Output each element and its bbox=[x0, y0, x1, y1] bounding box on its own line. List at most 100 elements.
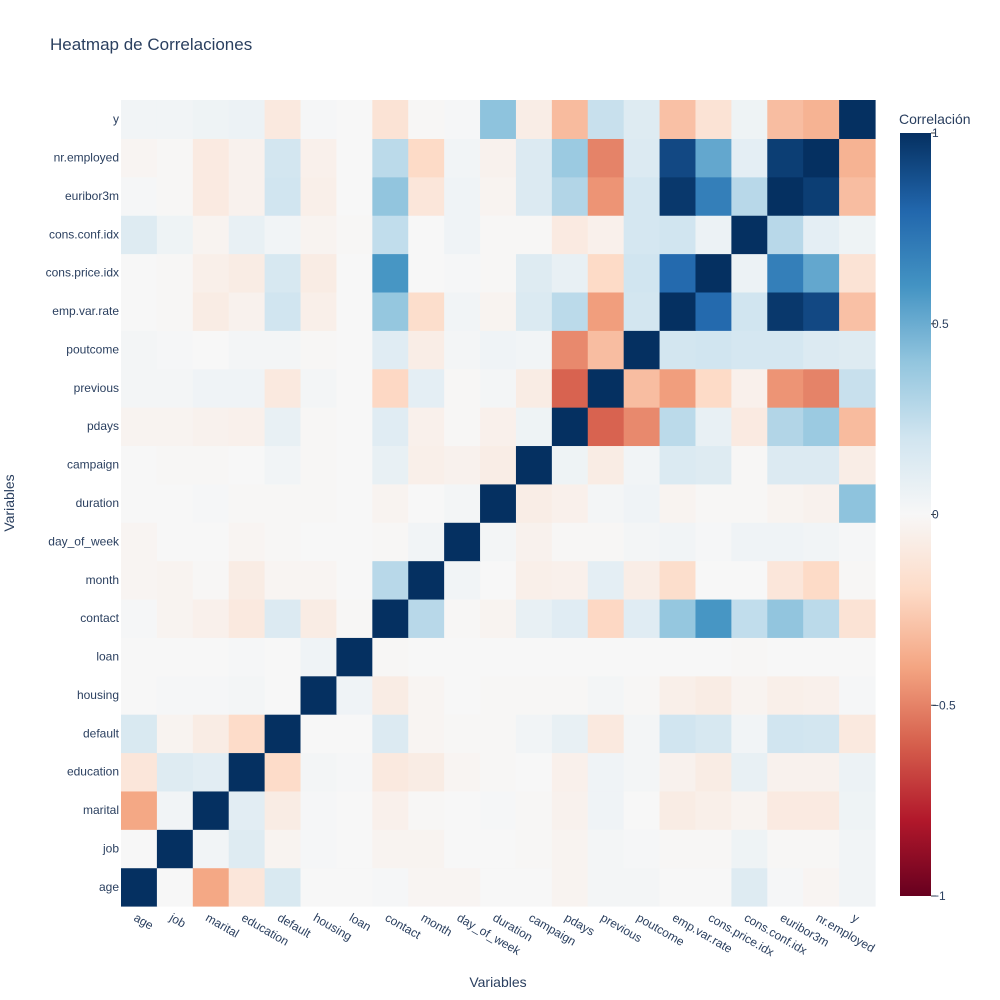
heatmap-cell-contact-pdays bbox=[551, 598, 589, 638]
heatmap-cell-cons.conf.idx-job bbox=[156, 215, 194, 255]
heatmap-cell-campaign-marital bbox=[192, 445, 230, 485]
heatmap-cell-poutcome-day_of_week bbox=[444, 330, 481, 370]
heatmap-cell-previous-education bbox=[228, 368, 266, 408]
heatmap-cell-emp.var.rate-poutcome bbox=[623, 291, 661, 331]
heatmap-cell-y-nr.employed bbox=[803, 100, 840, 139]
heatmap-cell-duration-age bbox=[121, 483, 158, 523]
heatmap-cell-age-y bbox=[839, 867, 876, 907]
heatmap-cell-education-emp.var.rate bbox=[659, 752, 697, 792]
heatmap-cell-month-nr.employed bbox=[803, 560, 840, 600]
colorbar-tick-label: 0 bbox=[932, 508, 939, 522]
heatmap-cell-loan-campaign bbox=[515, 637, 553, 677]
heatmap-cell-pdays-education bbox=[228, 407, 266, 447]
heatmap-cell-pdays-age bbox=[121, 407, 158, 447]
x-tick-label: contact bbox=[383, 910, 424, 942]
heatmap-cell-duration-day_of_week bbox=[444, 483, 481, 523]
heatmap-cell-marital-loan bbox=[336, 790, 373, 830]
heatmap-cell-euribor3m-poutcome bbox=[623, 176, 661, 216]
heatmap-cell-emp.var.rate-day_of_week bbox=[444, 291, 481, 331]
heatmap-cell-education-duration bbox=[480, 752, 517, 792]
heatmap-cell-marital-poutcome bbox=[623, 790, 661, 830]
heatmap-cell-loan-housing bbox=[300, 637, 338, 677]
heatmap-cell-pdays-campaign bbox=[515, 407, 553, 447]
y-tick-label: poutcome bbox=[66, 342, 119, 356]
heatmap-cell-campaign-housing bbox=[300, 445, 338, 485]
heatmap-cell-euribor3m-housing bbox=[300, 176, 338, 216]
heatmap-cell-job-emp.var.rate bbox=[659, 829, 697, 869]
heatmap-cell-month-month bbox=[408, 560, 445, 600]
heatmap-cell-nr.employed-cons.conf.idx bbox=[731, 138, 768, 178]
x-axis-title: Variables bbox=[469, 974, 526, 990]
heatmap-cell-nr.employed-pdays bbox=[551, 138, 589, 178]
y-axis-title: Variables bbox=[1, 474, 17, 531]
heatmap-cell-housing-marital bbox=[192, 675, 230, 715]
heatmap-cell-previous-housing bbox=[300, 368, 338, 408]
heatmap-cell-nr.employed-housing bbox=[300, 138, 338, 178]
x-tick-labels: age job maritaleducationdefaulthousingloan… bbox=[131, 910, 877, 959]
heatmap-cell-job-month bbox=[408, 829, 445, 869]
heatmap-cell-contact-cons.price.idx bbox=[695, 598, 732, 638]
heatmap-cell-month-age bbox=[121, 560, 158, 600]
heatmap-cell-month-marital bbox=[192, 560, 230, 600]
heatmap-cell-housing-day_of_week bbox=[444, 675, 481, 715]
heatmap-cell-cons.conf.idx-cons.conf.idx bbox=[731, 215, 768, 255]
heatmap-cell-job-day_of_week bbox=[444, 829, 481, 869]
heatmap-cell-contact-duration bbox=[480, 598, 517, 638]
heatmap-cell-euribor3m-marital bbox=[192, 176, 230, 216]
heatmap-cell-day_of_week-education bbox=[228, 522, 266, 562]
heatmap-cell-default-euribor3m bbox=[767, 714, 804, 754]
heatmap-cell-education-campaign bbox=[515, 752, 553, 792]
heatmap-cell-default-emp.var.rate bbox=[659, 714, 697, 754]
heatmap-cell-emp.var.rate-job bbox=[156, 291, 194, 331]
heatmap-cell-month-contact bbox=[372, 560, 409, 600]
heatmap-cell-pdays-default bbox=[264, 407, 302, 447]
heatmap-cell-default-cons.price.idx bbox=[695, 714, 732, 754]
heatmap-cell-cons.price.idx-campaign bbox=[515, 253, 553, 293]
heatmap-cell-euribor3m-pdays bbox=[551, 176, 589, 216]
heatmap-cell-previous-nr.employed bbox=[803, 368, 840, 408]
heatmap-cell-campaign-euribor3m bbox=[767, 445, 804, 485]
heatmap-cell-age-default bbox=[264, 867, 302, 907]
heatmap-cell-default-pdays bbox=[551, 714, 589, 754]
y-tick-labels: age job marital education default housing loan… bbox=[46, 112, 120, 894]
heatmap-cell-loan-default bbox=[264, 637, 302, 677]
heatmap-cell-contact-poutcome bbox=[623, 598, 661, 638]
heatmap-cell-campaign-age bbox=[121, 445, 158, 485]
heatmap-cell-loan-poutcome bbox=[623, 637, 661, 677]
heatmap-cell-cons.price.idx-contact bbox=[372, 253, 409, 293]
heatmap-cell-pdays-marital bbox=[192, 407, 230, 447]
heatmap-cell-cons.conf.idx-age bbox=[121, 215, 158, 255]
heatmap-cell-education-housing bbox=[300, 752, 338, 792]
heatmap-cell-cons.price.idx-marital bbox=[192, 253, 230, 293]
heatmap-cell-loan-cons.conf.idx bbox=[731, 637, 768, 677]
heatmap-cell-nr.employed-nr.employed bbox=[803, 138, 840, 178]
heatmap-cell-month-education bbox=[228, 560, 266, 600]
heatmap-cell-contact-y bbox=[839, 598, 876, 638]
heatmap-cell-y-previous bbox=[587, 100, 625, 139]
heatmap-cell-contact-cons.conf.idx bbox=[731, 598, 768, 638]
heatmap-cell-euribor3m-y bbox=[839, 176, 876, 216]
heatmap-cell-age-euribor3m bbox=[767, 867, 804, 907]
heatmap-cell-nr.employed-marital bbox=[192, 138, 230, 178]
heatmap-cell-age-month bbox=[408, 867, 445, 907]
heatmap-cell-euribor3m-month bbox=[408, 176, 445, 216]
heatmap-cell-housing-default bbox=[264, 675, 302, 715]
heatmap-cell-poutcome-pdays bbox=[551, 330, 589, 370]
heatmap-cell-poutcome-education bbox=[228, 330, 266, 370]
colorbar-gradient bbox=[900, 133, 931, 896]
heatmap-cell-cons.price.idx-default bbox=[264, 253, 302, 293]
heatmap-cell-campaign-default bbox=[264, 445, 302, 485]
heatmap-cell-day_of_week-month bbox=[408, 522, 445, 562]
heatmap-cell-marital-day_of_week bbox=[444, 790, 481, 830]
heatmap-cell-contact-default bbox=[264, 598, 302, 638]
heatmap-cell-pdays-job bbox=[156, 407, 194, 447]
heatmap-cell-marital-contact bbox=[372, 790, 409, 830]
heatmap-cell-cons.conf.idx-previous bbox=[587, 215, 625, 255]
heatmap-cell-marital-campaign bbox=[515, 790, 553, 830]
heatmap-cell-nr.employed-job bbox=[156, 138, 194, 178]
heatmap-cell-month-cons.price.idx bbox=[695, 560, 732, 600]
heatmap-cell-education-nr.employed bbox=[803, 752, 840, 792]
heatmap-cell-previous-y bbox=[839, 368, 876, 408]
heatmap-cell-emp.var.rate-housing bbox=[300, 291, 338, 331]
heatmap-cell-cons.conf.idx-default bbox=[264, 215, 302, 255]
